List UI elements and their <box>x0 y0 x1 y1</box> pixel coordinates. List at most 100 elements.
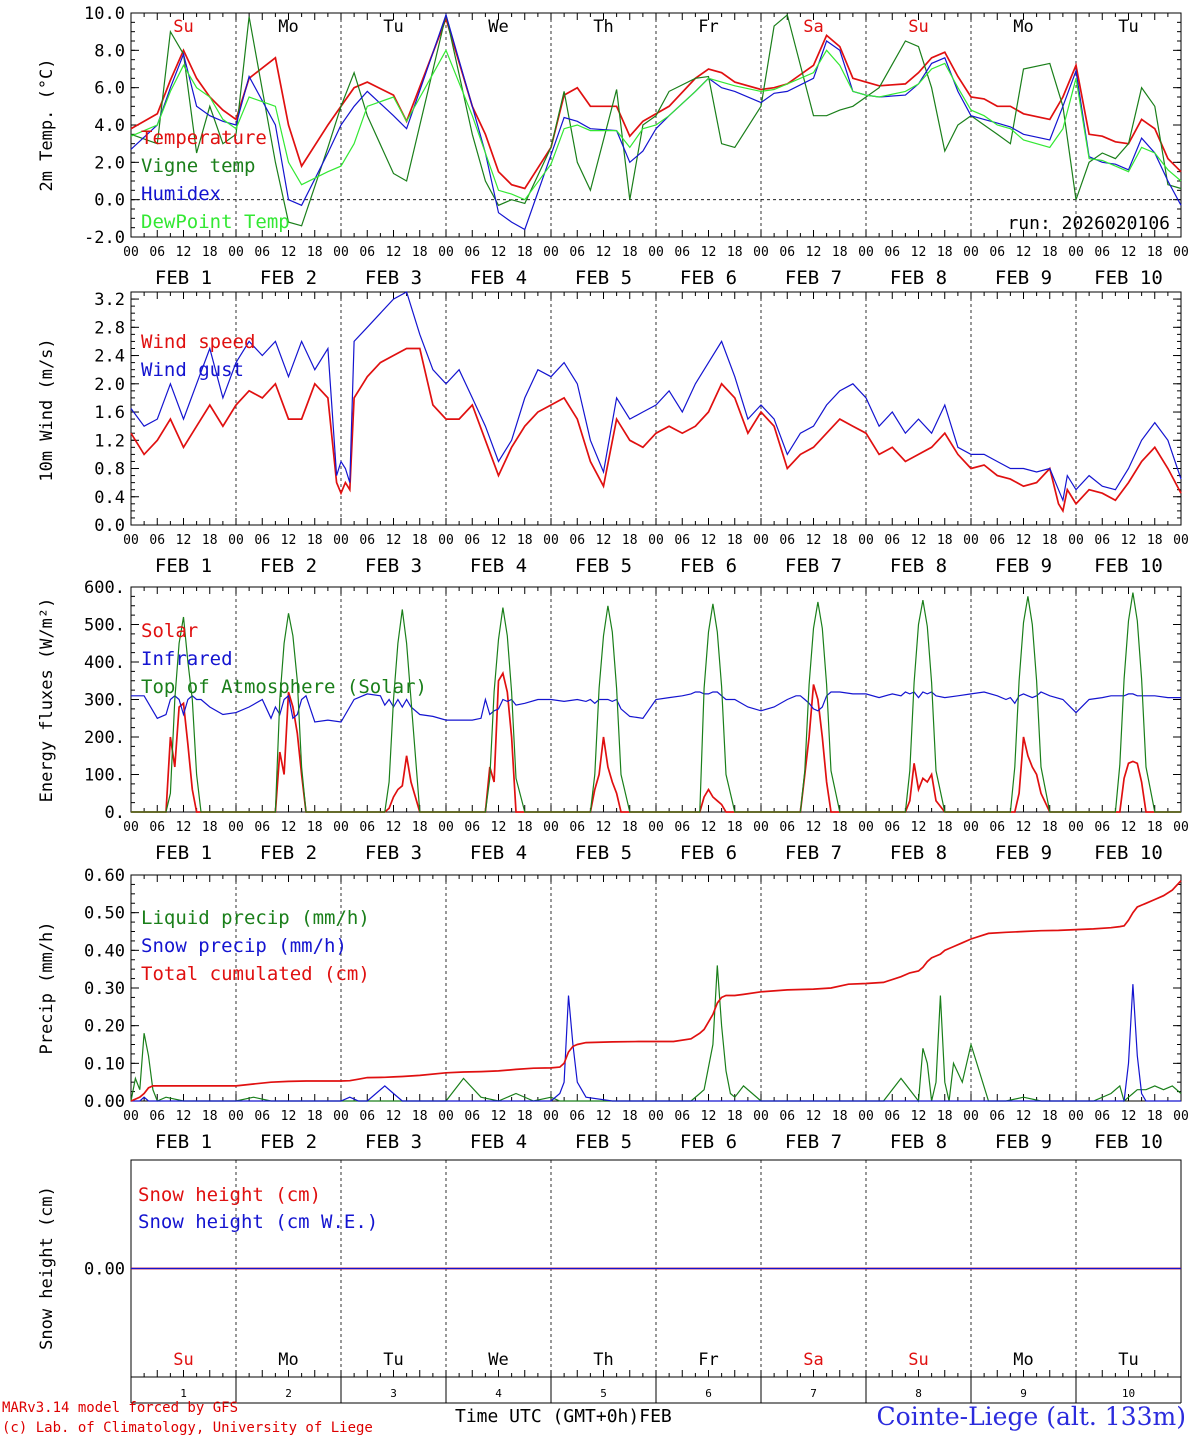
hour-label: 06 <box>1094 245 1110 260</box>
hour-label: 12 <box>701 1109 717 1124</box>
hour-label: 06 <box>884 533 900 548</box>
hour-label: 12 <box>491 245 507 260</box>
date-label: FEB 4 <box>470 267 527 289</box>
date-label: FEB 9 <box>995 1131 1052 1153</box>
hour-label: 06 <box>464 1109 480 1124</box>
hour-label: 18 <box>727 820 743 835</box>
hour-label: 12 <box>911 245 927 260</box>
hour-label: 12 <box>281 533 297 548</box>
station-label: Cointe-Liege (alt. 133m) <box>876 1402 1186 1431</box>
date-label: FEB 6 <box>680 555 737 577</box>
date-label: FEB 3 <box>365 842 422 864</box>
hour-label: 06 <box>884 245 900 260</box>
day-number: 8 <box>915 1387 922 1400</box>
date-label: FEB 9 <box>995 555 1052 577</box>
series-line-top-of-atmosphere-solar- <box>131 592 1181 813</box>
hour-label: 06 <box>779 1109 795 1124</box>
hour-label: 00 <box>228 820 244 835</box>
hour-label: 06 <box>254 820 270 835</box>
legend-entry: DewPoint Temp <box>141 211 290 233</box>
hour-label: 06 <box>989 1109 1005 1124</box>
weekday-label: Tu <box>1118 1350 1138 1370</box>
model-credit: MARv3.14 model forced by GFS <box>2 1400 239 1416</box>
y-tick-label: -2.0 <box>84 228 125 248</box>
hour-label: 18 <box>1042 533 1058 548</box>
day-number: 3 <box>390 1387 397 1400</box>
hour-label: 06 <box>464 820 480 835</box>
weekday-label: Su <box>173 1350 193 1370</box>
weekday-label: Sa <box>803 17 823 37</box>
y-tick-label: 100. <box>84 766 125 786</box>
hour-label: 18 <box>1042 820 1058 835</box>
hour-label: 00 <box>228 533 244 548</box>
hour-label: 06 <box>359 1109 375 1124</box>
day-number: 7 <box>810 1387 817 1400</box>
hour-label: 18 <box>1147 1109 1163 1124</box>
hour-label: 12 <box>911 820 927 835</box>
hour-label: 18 <box>622 820 638 835</box>
weekday-label: Th <box>593 1350 613 1370</box>
hour-label: 12 <box>596 533 612 548</box>
hour-label: 18 <box>517 245 533 260</box>
hour-label: 00 <box>333 1109 349 1124</box>
hour-label: 06 <box>149 245 165 260</box>
date-label: FEB 2 <box>260 842 317 864</box>
hour-label: 18 <box>622 245 638 260</box>
weekday-label: Mo <box>1013 1350 1033 1370</box>
hour-label: 06 <box>254 1109 270 1124</box>
date-label: FEB 1 <box>155 267 212 289</box>
hour-label: 12 <box>176 533 192 548</box>
y-tick-label: 600. <box>84 578 125 598</box>
hour-label: 18 <box>412 533 428 548</box>
lab-credit: (c) Lab. of Climatology, University of L… <box>2 1420 373 1436</box>
y-tick-label: 2.0 <box>94 153 125 173</box>
hour-label: 00 <box>858 245 874 260</box>
hour-label: 00 <box>1173 533 1189 548</box>
hour-label: 12 <box>1121 245 1137 260</box>
hour-label: 06 <box>464 533 480 548</box>
hour-label: 00 <box>753 245 769 260</box>
hour-label: 18 <box>517 820 533 835</box>
hour-label: 06 <box>149 533 165 548</box>
y-tick-label: 6.0 <box>94 79 125 99</box>
y-tick-label: 3.2 <box>94 290 125 310</box>
hour-label: 06 <box>149 1109 165 1124</box>
weekday-label: Tu <box>1118 17 1138 37</box>
hour-label: 12 <box>701 533 717 548</box>
hour-label: 12 <box>1121 820 1137 835</box>
legend-entry: Total cumulated (cm) <box>141 963 370 985</box>
hour-label: 00 <box>123 1109 139 1124</box>
panel-1: -2.0 0.0 2.0 4.0 6.0 8.0 10.0 2m Temp. (°C) Temp… <box>37 4 1189 289</box>
hour-label: 12 <box>1121 1109 1137 1124</box>
date-label: FEB 2 <box>260 267 317 289</box>
series-line-snow-precip-mm-h- <box>131 984 1181 1102</box>
hour-label: 06 <box>464 245 480 260</box>
day-number: 4 <box>495 1387 502 1400</box>
y-tick-label: 0.0 <box>94 516 125 536</box>
date-label: FEB 8 <box>890 267 947 289</box>
hour-label: 18 <box>1042 245 1058 260</box>
hour-label: 06 <box>359 533 375 548</box>
hour-label: 18 <box>622 533 638 548</box>
hour-label: 18 <box>202 820 218 835</box>
legend-entry: Humidex <box>141 183 221 205</box>
date-label: FEB 1 <box>155 842 212 864</box>
hour-label: 00 <box>123 245 139 260</box>
hour-label: 12 <box>596 245 612 260</box>
legend-entry: Wind speed <box>141 331 255 353</box>
weekday-label: We <box>488 17 508 37</box>
hour-label: 06 <box>359 245 375 260</box>
hour-label: 18 <box>622 1109 638 1124</box>
series-line-infrared <box>131 691 1181 723</box>
legend-entry: Snow height (cm) <box>138 1184 321 1206</box>
hour-label: 06 <box>1094 820 1110 835</box>
hour-label: 12 <box>1016 533 1032 548</box>
hour-label: 18 <box>1147 245 1163 260</box>
panel-3: 0. 100. 200. 300. 400. 500. 600. Energy fluxes … <box>37 578 1189 864</box>
hour-label: 00 <box>438 1109 454 1124</box>
legend-entry: Temperature <box>141 127 267 149</box>
series-line-vigne-temp <box>130 13 1182 227</box>
panel-2: 0.0 0.4 0.8 1.2 1.6 2.0 2.4 2.8 3.2 10m Wind (m/s… <box>37 290 1189 577</box>
hour-label: 06 <box>359 820 375 835</box>
hour-label: 18 <box>412 245 428 260</box>
